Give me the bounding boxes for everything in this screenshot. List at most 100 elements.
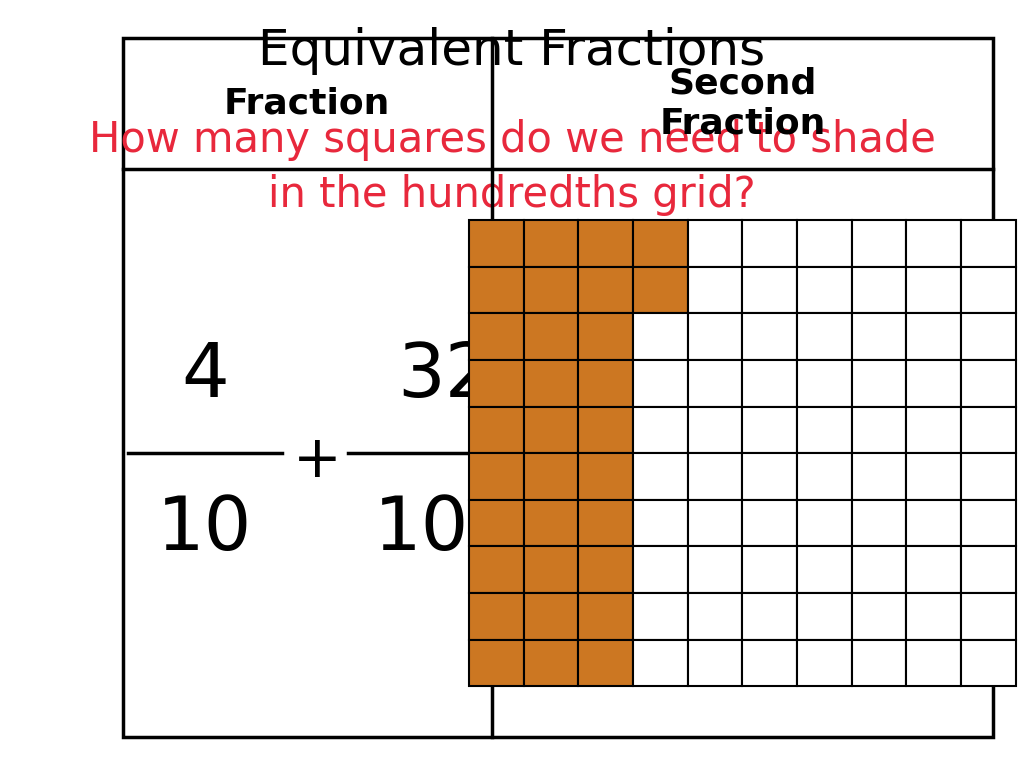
Bar: [633, 593, 688, 640]
Text: 100: 100: [374, 493, 517, 567]
Bar: [797, 266, 852, 313]
Bar: [742, 360, 797, 406]
Text: Equivalent Fractions: Equivalent Fractions: [258, 27, 766, 75]
Bar: [469, 266, 523, 313]
Bar: [797, 640, 852, 686]
Bar: [906, 406, 962, 453]
Text: Fraction: Fraction: [224, 87, 390, 121]
Bar: [688, 640, 742, 686]
Text: How many squares do we need to shade
in the hundredths grid?: How many squares do we need to shade in …: [88, 119, 936, 217]
Bar: [469, 220, 523, 266]
Bar: [962, 406, 1016, 453]
Bar: [579, 546, 633, 593]
Bar: [906, 546, 962, 593]
Bar: [852, 640, 906, 686]
Bar: [469, 313, 523, 360]
Bar: [742, 453, 797, 500]
Bar: [469, 406, 523, 453]
Bar: [962, 640, 1016, 686]
Text: 4: 4: [181, 339, 228, 413]
Bar: [633, 360, 688, 406]
Bar: [523, 266, 579, 313]
Bar: [523, 220, 579, 266]
Bar: [742, 593, 797, 640]
Bar: [797, 406, 852, 453]
Bar: [523, 406, 579, 453]
Bar: [579, 406, 633, 453]
Bar: [962, 313, 1016, 360]
Bar: [906, 640, 962, 686]
Bar: [688, 453, 742, 500]
Bar: [742, 640, 797, 686]
Bar: [797, 313, 852, 360]
Bar: [742, 546, 797, 593]
Bar: [579, 266, 633, 313]
Bar: [797, 360, 852, 406]
Bar: [742, 266, 797, 313]
Bar: [688, 313, 742, 360]
Bar: [797, 500, 852, 546]
Bar: [579, 500, 633, 546]
Bar: [797, 220, 852, 266]
Bar: [962, 266, 1016, 313]
Bar: [688, 593, 742, 640]
Bar: [797, 593, 852, 640]
Bar: [852, 546, 906, 593]
Bar: [906, 360, 962, 406]
Bar: [688, 266, 742, 313]
Bar: [742, 313, 797, 360]
Bar: [633, 220, 688, 266]
Bar: [123, 38, 993, 737]
Bar: [797, 546, 852, 593]
Bar: [906, 500, 962, 546]
Bar: [962, 500, 1016, 546]
Bar: [742, 220, 797, 266]
Bar: [469, 500, 523, 546]
Bar: [579, 360, 633, 406]
Bar: [962, 593, 1016, 640]
Bar: [962, 220, 1016, 266]
Bar: [633, 453, 688, 500]
Bar: [579, 593, 633, 640]
Bar: [797, 453, 852, 500]
Bar: [852, 453, 906, 500]
Bar: [688, 220, 742, 266]
Bar: [523, 313, 579, 360]
Bar: [633, 313, 688, 360]
Bar: [852, 313, 906, 360]
Bar: [523, 500, 579, 546]
Bar: [906, 593, 962, 640]
Bar: [633, 406, 688, 453]
Bar: [579, 313, 633, 360]
Bar: [962, 546, 1016, 593]
Bar: [688, 406, 742, 453]
Bar: [962, 360, 1016, 406]
Text: +: +: [293, 432, 342, 489]
Bar: [469, 640, 523, 686]
Bar: [579, 220, 633, 266]
Bar: [469, 360, 523, 406]
Bar: [523, 453, 579, 500]
Bar: [688, 500, 742, 546]
Bar: [633, 266, 688, 313]
Bar: [906, 313, 962, 360]
Bar: [523, 546, 579, 593]
Bar: [906, 220, 962, 266]
Bar: [579, 453, 633, 500]
Bar: [852, 266, 906, 313]
Bar: [579, 640, 633, 686]
Bar: [633, 500, 688, 546]
Bar: [852, 360, 906, 406]
Bar: [523, 640, 579, 686]
Bar: [523, 360, 579, 406]
Bar: [742, 500, 797, 546]
Text: Second
Fraction: Second Fraction: [659, 67, 825, 141]
Bar: [688, 360, 742, 406]
Bar: [906, 453, 962, 500]
Bar: [852, 593, 906, 640]
Bar: [469, 593, 523, 640]
Bar: [962, 453, 1016, 500]
Bar: [688, 546, 742, 593]
Bar: [742, 406, 797, 453]
Bar: [852, 500, 906, 546]
